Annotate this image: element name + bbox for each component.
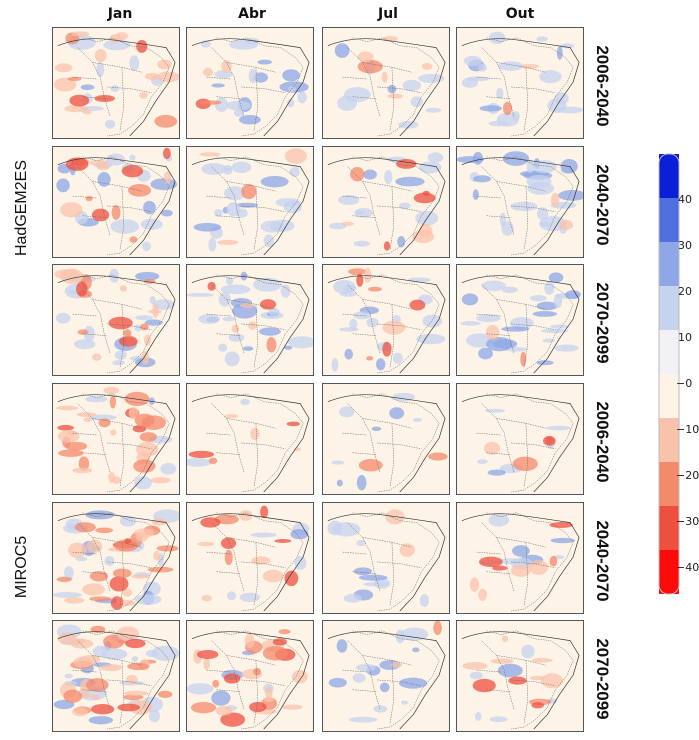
colorbar-label-neg30: −30 <box>676 515 699 528</box>
map-panel-jan-4 <box>52 383 180 495</box>
map-panel-jul-6 <box>322 620 450 732</box>
map-panel-abr-3 <box>186 264 314 376</box>
column-title-jul: Jul <box>378 6 398 22</box>
colorbar-label-40: 40 <box>678 193 692 206</box>
colorbar-segment-4 <box>659 330 679 374</box>
period-label-hadgem-2: 2040-2070 <box>593 164 612 246</box>
column-title-abr: Abr <box>238 6 266 22</box>
map-panel-jan-5 <box>52 502 180 614</box>
colorbar-label-neg20: −20 <box>676 469 699 482</box>
colorbar-segment-6 <box>659 418 679 462</box>
map-panel-out-2 <box>456 146 584 258</box>
map-panel-abr-5 <box>186 502 314 614</box>
map-panel-jul-5 <box>322 502 450 614</box>
map-panel-abr-6 <box>186 620 314 732</box>
map-panel-jan-6 <box>52 620 180 732</box>
colorbar-segment-8 <box>659 506 679 550</box>
colorbar-label-20: 20 <box>678 285 692 298</box>
colorbar-segment-1 <box>659 198 679 242</box>
period-label-miroc-1: 2006-2040 <box>593 401 612 483</box>
colorbar-segment-3 <box>659 286 679 330</box>
map-panel-jan-2 <box>52 146 180 258</box>
map-panel-abr-2 <box>186 146 314 258</box>
map-panel-out-5 <box>456 502 584 614</box>
colorbar-label-30: 30 <box>678 239 692 252</box>
map-panel-out-3 <box>456 264 584 376</box>
colorbar <box>658 153 680 595</box>
period-label-hadgem-3: 2070-2099 <box>593 282 612 364</box>
colorbar-segment-0 <box>659 154 679 198</box>
map-panel-jul-4 <box>322 383 450 495</box>
colorbar-label-0: −0 <box>676 377 693 390</box>
map-panel-jul-3 <box>322 264 450 376</box>
colorbar-label-neg10: −10 <box>676 423 699 436</box>
map-panel-jul-2 <box>322 146 450 258</box>
map-panel-out-6 <box>456 620 584 732</box>
colorbar-segment-7 <box>659 462 679 506</box>
colorbar-segment-5 <box>659 374 679 418</box>
map-panel-jul-1 <box>322 27 450 139</box>
colorbar-segment-2 <box>659 242 679 286</box>
map-panel-abr-1 <box>186 27 314 139</box>
period-label-miroc-2: 2040-2070 <box>593 520 612 602</box>
map-panel-jan-3 <box>52 264 180 376</box>
colorbar-label-neg40: −40 <box>676 561 699 574</box>
map-panel-out-4 <box>456 383 584 495</box>
column-title-out: Out <box>505 6 535 22</box>
period-label-hadgem-1: 2006-2040 <box>593 45 612 127</box>
model-label-miroc5: MIROC5 <box>13 535 30 599</box>
model-label-hadgem2es: HadGEM2ES <box>13 159 30 257</box>
period-label-miroc-3: 2070-2099 <box>593 638 612 720</box>
colorbar-label-10: 10 <box>678 331 692 344</box>
column-title-jan: Jan <box>107 6 133 22</box>
colorbar-segment-9 <box>659 550 679 594</box>
map-panel-out-1 <box>456 27 584 139</box>
map-panel-jan-1 <box>52 27 180 139</box>
map-panel-abr-4 <box>186 383 314 495</box>
